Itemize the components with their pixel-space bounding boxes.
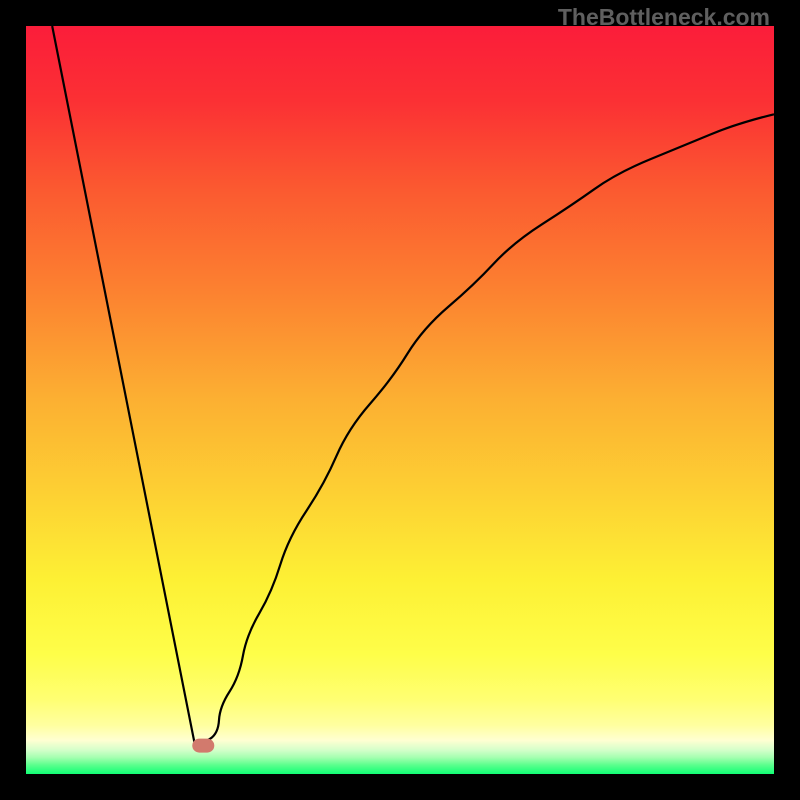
watermark-text: TheBottleneck.com xyxy=(558,4,770,31)
bottleneck-chart xyxy=(0,0,800,800)
gradient-background xyxy=(26,26,774,774)
optimal-point-marker xyxy=(192,739,214,753)
